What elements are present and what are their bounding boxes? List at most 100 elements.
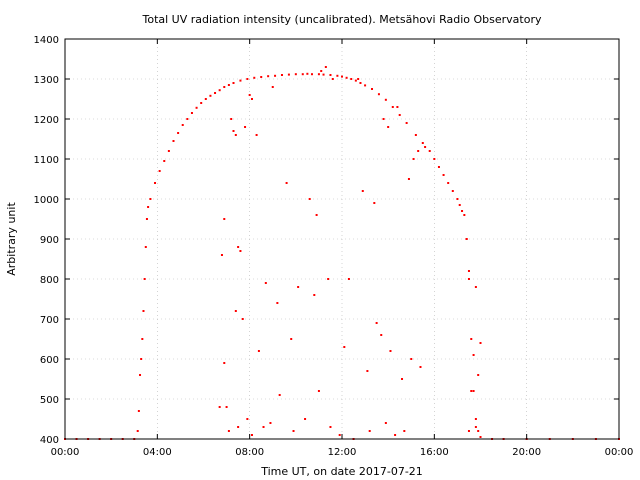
y-tick-label: 1300 [34, 75, 59, 86]
data-point [294, 73, 297, 76]
data-point [387, 126, 390, 128]
data-point [375, 322, 378, 324]
data-point [403, 430, 406, 432]
data-points [64, 66, 620, 440]
y-tick-label: 400 [40, 435, 59, 446]
data-point [269, 422, 272, 424]
data-point [470, 390, 473, 392]
data-point [341, 75, 343, 78]
data-point [389, 350, 392, 352]
data-point [241, 318, 244, 320]
data-point [232, 82, 235, 84]
x-tick-label: 04:00 [143, 447, 172, 458]
data-point [209, 94, 212, 97]
data-point [257, 350, 260, 352]
data-point [361, 190, 364, 192]
data-point [220, 254, 223, 256]
data-point [396, 106, 399, 108]
data-point [417, 150, 420, 152]
data-point [433, 158, 436, 160]
data-point [181, 124, 184, 126]
data-point [239, 250, 242, 252]
x-tick-label: 00:00 [605, 447, 634, 458]
data-point [246, 418, 249, 420]
data-point [373, 202, 376, 204]
data-point [407, 178, 410, 180]
data-point [250, 98, 253, 100]
data-point [401, 378, 404, 380]
data-point [264, 282, 267, 284]
data-point [461, 210, 464, 212]
data-point [227, 430, 230, 432]
x-axis-label: Time UT, on date 2017-07-21 [260, 465, 423, 478]
data-point [322, 73, 325, 76]
data-point [465, 238, 468, 240]
data-point [139, 374, 142, 376]
data-point [474, 286, 477, 288]
data-point [136, 430, 139, 432]
data-point [244, 126, 247, 128]
data-point [218, 406, 221, 408]
data-point [329, 426, 332, 428]
y-tick-label: 800 [40, 275, 59, 286]
data-point [237, 426, 240, 428]
y-tick-labels: 400 500 600 700 800 900 1000 1100 1200 1300 1400 [34, 35, 59, 446]
axis-ticks [64, 38, 620, 440]
data-point [271, 86, 274, 88]
data-point [278, 394, 281, 396]
data-point [377, 93, 380, 96]
data-point [223, 218, 226, 220]
data-point [149, 198, 152, 200]
data-point [350, 78, 353, 80]
y-axis-label: Arbitrary unit [5, 202, 18, 276]
data-point [472, 390, 475, 392]
x-tick-labels: 00:00 04:00 08:00 12:00 16:00 20:00 00:00 [51, 447, 634, 458]
data-point [315, 214, 318, 216]
data-point [357, 78, 360, 80]
data-point [313, 294, 316, 296]
data-point [419, 366, 422, 368]
data-point [186, 118, 189, 120]
data-point [137, 410, 140, 412]
data-point [140, 358, 143, 360]
data-point [458, 204, 461, 206]
data-point [447, 182, 450, 184]
data-point [456, 198, 459, 200]
data-point [225, 406, 228, 408]
data-point [384, 422, 387, 424]
y-tick-label: 1100 [34, 155, 59, 166]
data-point [479, 342, 482, 344]
data-point [474, 426, 477, 428]
data-point [347, 278, 350, 280]
data-point [467, 278, 470, 280]
x-tick-label: 12:00 [328, 447, 357, 458]
chart-title: Total UV radiation intensity (uncalibrat… [142, 13, 542, 26]
data-point [317, 73, 320, 76]
data-point [354, 79, 357, 82]
data-point [421, 142, 424, 144]
data-point [398, 114, 401, 116]
data-point [253, 76, 256, 79]
data-point [292, 430, 295, 432]
data-point [437, 166, 440, 168]
data-point [190, 112, 193, 114]
data-point [237, 246, 240, 248]
data-point [285, 182, 288, 184]
data-point [177, 132, 180, 134]
data-point [223, 362, 226, 364]
data-point [304, 418, 307, 420]
data-point [451, 190, 454, 192]
data-point [250, 434, 253, 436]
data-point [414, 134, 417, 136]
data-point [477, 374, 480, 376]
data-point [141, 338, 144, 340]
data-point [479, 436, 482, 438]
data-point [262, 426, 265, 428]
data-point [276, 302, 279, 304]
data-point [428, 150, 431, 152]
data-point [472, 354, 475, 356]
data-point [232, 130, 235, 132]
data-point [463, 214, 466, 216]
data-point [331, 78, 334, 80]
